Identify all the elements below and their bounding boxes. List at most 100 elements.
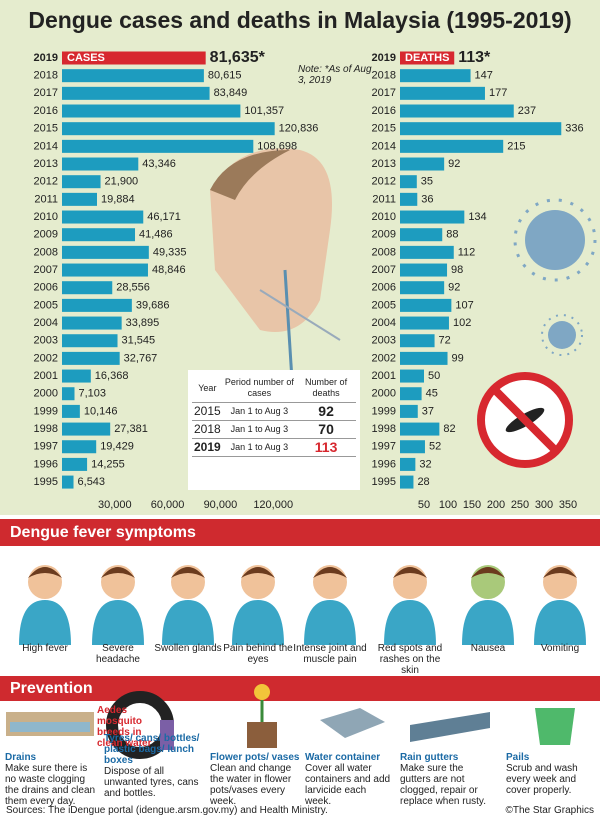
prevention-name: Water container <box>305 752 381 763</box>
y-tick-label: 2002 <box>34 352 58 364</box>
y-tick-label: 2008 <box>372 246 396 258</box>
virus-illustration <box>513 198 597 356</box>
x-tick-label: 30,000 <box>98 499 132 511</box>
bar <box>62 281 113 295</box>
y-tick-label: 2000 <box>34 388 58 400</box>
y-tick-label: 2015 <box>372 123 396 135</box>
value-label: 113* <box>458 49 491 66</box>
bar <box>400 157 445 171</box>
value-label: 46,171 <box>147 211 181 223</box>
prevention-name: Flower pots/ vases <box>210 752 300 763</box>
tube <box>259 289 341 341</box>
prevention-text: Clean and change the water in flower pot… <box>210 763 292 807</box>
bar <box>62 228 136 242</box>
y-tick-label: 2007 <box>372 264 396 276</box>
prevention-text: Make sure there is no waste clogging the… <box>5 763 96 807</box>
person-hair <box>471 567 505 578</box>
value-label: 177 <box>489 87 507 99</box>
header-cell: Period number of cases <box>222 374 297 403</box>
section-bar <box>0 519 600 546</box>
symptom-label: Intense joint and muscle pain <box>293 643 367 665</box>
prevention-name: Rain gutters <box>400 752 459 763</box>
y-tick-label: 2010 <box>372 211 396 223</box>
bar <box>400 122 562 136</box>
y-tick-label: 1995 <box>372 476 396 488</box>
page-title: Dengue cases and deaths in Malaysia (199… <box>28 7 571 33</box>
bar <box>400 298 452 312</box>
value-label: 45 <box>426 388 438 400</box>
bar <box>62 334 118 348</box>
x-tick-label: 90,000 <box>204 499 238 511</box>
person-hair <box>241 567 275 578</box>
value-label: 50 <box>428 370 440 382</box>
y-tick-label: 2005 <box>372 299 396 311</box>
value-label: 49,335 <box>153 246 187 258</box>
no-mosquito-sign <box>477 372 573 468</box>
value-label: 28 <box>417 476 429 488</box>
symptom-label: Vomiting <box>540 643 580 654</box>
bar <box>400 192 418 206</box>
rain-gutter <box>410 712 490 742</box>
x-tick-label: 120,000 <box>253 499 293 511</box>
virus <box>525 210 585 270</box>
bar <box>400 228 443 242</box>
bar <box>62 86 210 100</box>
y-tick-label: 1999 <box>372 405 396 417</box>
person-body <box>232 600 284 645</box>
bar <box>62 404 80 418</box>
bar <box>62 104 241 118</box>
prevention-name: Drains <box>5 752 37 763</box>
bar <box>62 351 120 365</box>
bar <box>400 281 445 295</box>
symptom-label: Red spots and rashes on the skin <box>377 643 443 676</box>
y-tick-label: 2012 <box>372 176 396 188</box>
value-label: 32,767 <box>124 352 158 364</box>
cell: 70 <box>296 420 356 439</box>
symptom-label: High fever <box>22 643 68 654</box>
prevention-name: Tyres/ cans/ bottles/ plastic bags/ lunc… <box>104 733 200 766</box>
y-tick-label: 2004 <box>372 317 396 329</box>
value-label: 41,486 <box>139 229 173 241</box>
bar <box>62 245 149 259</box>
y-tick-label: 2016 <box>372 105 396 117</box>
bar <box>400 422 440 436</box>
cell: 2015 <box>192 402 223 421</box>
bar <box>62 387 75 401</box>
prevention-item: Water container Cover all water container… <box>305 752 393 807</box>
x-tick-label: 300 <box>535 499 553 511</box>
value-label: 92 <box>448 158 460 170</box>
value-label: 88 <box>446 229 458 241</box>
bar <box>400 245 454 259</box>
bar <box>400 69 471 83</box>
value-label: 7,103 <box>79 388 107 400</box>
bar <box>400 51 455 65</box>
value-label: 98 <box>451 264 463 276</box>
bar <box>62 69 204 83</box>
bar <box>400 475 414 489</box>
value-label: 21,900 <box>105 176 139 188</box>
table-grid: Year Period number of cases Number of de… <box>192 374 356 457</box>
cell: Jan 1 to Aug 3 <box>222 420 297 439</box>
bar <box>62 475 74 489</box>
value-label: 19,884 <box>101 193 135 205</box>
value-label: 43,346 <box>142 158 176 170</box>
value-label: 92 <box>448 282 460 294</box>
y-tick-label: 2018 <box>34 70 58 82</box>
header-cell: Year <box>192 374 223 403</box>
value-label: 120,836 <box>279 123 319 135</box>
x-tick-label: 350 <box>559 499 577 511</box>
y-tick-label: 2019 <box>372 52 396 64</box>
y-tick-label: 1995 <box>34 476 58 488</box>
value-label: 39,686 <box>136 299 170 311</box>
patient-face <box>210 148 332 332</box>
value-label: 35 <box>421 176 433 188</box>
prevention-item: Rain gutters Make sure the gutters are no… <box>400 752 496 807</box>
y-tick-label: 2014 <box>372 140 396 152</box>
y-tick-label: 2009 <box>372 229 396 241</box>
bar <box>400 369 424 383</box>
x-tick-label: 50 <box>418 499 430 511</box>
y-tick-label: 2013 <box>372 158 396 170</box>
value-label: 52 <box>429 441 441 453</box>
